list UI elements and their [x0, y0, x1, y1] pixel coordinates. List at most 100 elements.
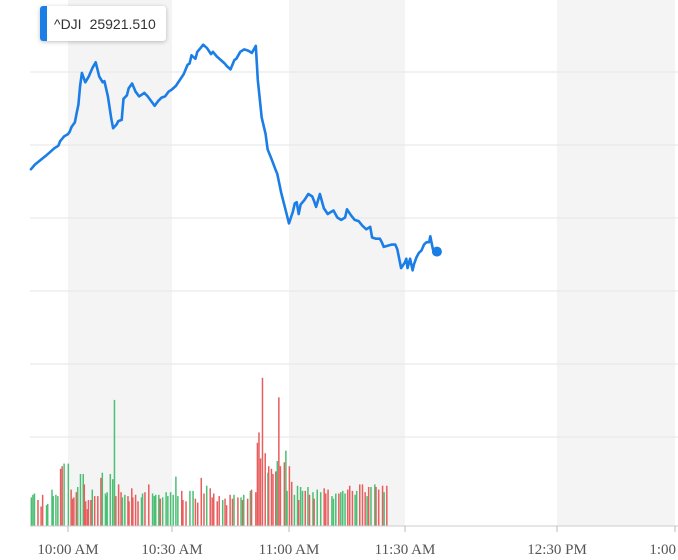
volume-bar — [231, 498, 234, 526]
volume-bar — [264, 453, 266, 526]
volume-bar — [75, 492, 78, 526]
time-bands — [68, 0, 675, 526]
volume-bar — [324, 493, 327, 526]
volume-bar — [286, 490, 288, 526]
volume-bar — [57, 496, 59, 526]
volume-bar — [84, 501, 87, 526]
x-tick-label: 10:00 AM — [37, 542, 98, 558]
volume-bar — [167, 496, 169, 526]
volume-bar — [301, 490, 304, 526]
volume-bar — [283, 462, 286, 526]
volume-bar — [83, 484, 86, 526]
volume-bar — [153, 496, 156, 526]
volume-bar — [137, 501, 139, 526]
time-band — [68, 0, 172, 526]
volume-bar — [175, 476, 177, 526]
volume-bar — [87, 500, 90, 526]
volume-bar — [79, 474, 82, 526]
volume-bar — [144, 492, 146, 526]
volume-bar — [267, 472, 269, 526]
volume-bar — [113, 399, 116, 526]
volume-bar — [159, 498, 161, 526]
x-tick-label: 11:00 AM — [259, 542, 320, 558]
time-band — [557, 0, 675, 526]
volume-bar — [55, 494, 57, 526]
volume-bar — [189, 490, 191, 526]
volume-bar — [313, 498, 315, 526]
volume-bar — [165, 492, 167, 526]
volume-bar — [386, 485, 388, 526]
volume-bar — [52, 496, 54, 526]
volume-bar — [256, 442, 259, 526]
volume-bar — [140, 497, 143, 526]
price-line — [29, 43, 436, 272]
volume-bar — [332, 498, 335, 526]
volume-bar — [361, 484, 364, 526]
volume-bar — [218, 496, 220, 526]
volume-bars — [30, 377, 388, 526]
volume-bar — [359, 484, 361, 526]
volume-bar — [37, 500, 39, 526]
volume-bar — [312, 492, 314, 526]
volume-bar — [200, 477, 202, 526]
volume-bar — [285, 450, 287, 526]
volume-bar — [158, 494, 160, 526]
volume-bar — [51, 489, 53, 526]
volume-bar — [270, 468, 273, 526]
volume-bar — [63, 463, 65, 526]
last-price-point[interactable] — [431, 246, 442, 257]
volume-bar — [182, 500, 184, 526]
volume-bar — [192, 490, 194, 526]
volume-bar — [216, 501, 218, 526]
volume-bar — [86, 509, 89, 526]
volume-bar — [196, 502, 199, 526]
volume-bar — [297, 500, 300, 526]
volume-bar — [172, 494, 174, 526]
volume-bar — [104, 493, 107, 526]
volume-bar — [249, 490, 252, 526]
volume-bar — [224, 498, 226, 526]
price-series — [29, 43, 442, 272]
volume-bar — [120, 492, 122, 526]
volume-bar — [59, 468, 62, 526]
volume-bar — [45, 505, 48, 526]
volume-bar — [40, 506, 42, 526]
volume-bar — [381, 485, 384, 526]
volume-bar — [374, 484, 376, 526]
volume-bar — [331, 496, 333, 526]
volume-bar — [338, 493, 340, 526]
volume-bar — [205, 485, 208, 526]
volume-bar — [255, 492, 257, 526]
volume-bar — [246, 498, 249, 526]
volume-bar — [366, 496, 368, 526]
volume-bar — [97, 496, 99, 526]
volume-bar — [259, 458, 262, 526]
volume-bar — [67, 463, 70, 526]
volume-bar — [267, 466, 270, 526]
volume-bar — [241, 500, 244, 526]
legend-symbol: ^DJI — [54, 15, 82, 32]
volume-bar — [121, 497, 124, 526]
volume-bar — [124, 494, 126, 526]
volume-bar — [319, 492, 322, 526]
volume-bar — [274, 471, 277, 526]
volume-bar — [169, 492, 172, 526]
volume-bar — [276, 461, 279, 526]
volume-bar — [33, 493, 36, 526]
volume-bar — [367, 487, 370, 526]
volume-bar — [181, 490, 183, 526]
volume-bar — [41, 494, 44, 526]
volume-bar — [341, 490, 344, 526]
volume-bar — [30, 497, 33, 526]
volume-bar — [272, 474, 274, 526]
volume-bar — [240, 497, 242, 526]
volume-bar — [148, 484, 150, 526]
x-tick-label: 10:30 AM — [141, 542, 202, 558]
volume-bar — [211, 497, 213, 526]
volume-bar — [308, 494, 311, 526]
volume-bar — [351, 490, 354, 526]
volume-bar — [32, 494, 34, 526]
volume-bar — [71, 498, 74, 526]
